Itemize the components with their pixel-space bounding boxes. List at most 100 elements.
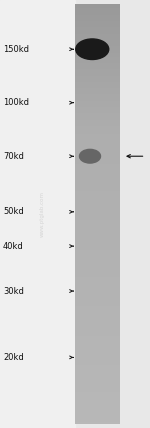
Bar [75,174,120,176]
Text: 100kd: 100kd [3,98,29,107]
Bar [75,172,120,174]
Bar [75,195,120,197]
Bar [75,168,120,170]
Bar [75,147,120,149]
Bar [75,63,120,65]
Bar [75,67,120,69]
Bar [75,283,120,285]
Bar [75,247,120,250]
Bar [75,34,120,36]
Bar [75,84,120,86]
Bar [75,149,120,151]
Bar [75,95,120,97]
Bar [75,300,120,302]
Bar [75,205,120,208]
Bar [75,260,120,262]
Bar [75,53,120,55]
Bar [75,178,120,181]
Bar [75,166,120,168]
Bar [75,422,120,424]
Bar [75,15,120,17]
Bar [75,212,120,214]
Bar [75,134,120,137]
Bar [75,113,120,116]
Bar [75,288,120,289]
Bar [75,373,120,375]
Bar [75,187,120,189]
Bar [75,99,120,101]
Bar [75,223,120,224]
Bar [75,183,120,184]
Bar [75,382,120,384]
Bar [75,126,120,128]
Bar [75,143,120,145]
Bar [75,277,120,279]
Bar [75,386,120,388]
Bar [75,302,120,304]
Bar [75,119,120,122]
Bar [75,285,120,288]
Bar [75,151,120,153]
Bar [75,51,120,53]
Text: www.ptglab.com: www.ptglab.com [39,191,45,237]
Bar [75,158,120,160]
Bar [75,392,120,394]
Bar [75,409,120,411]
Bar [75,298,120,300]
Bar [75,361,120,363]
Bar [75,76,120,78]
Bar [75,231,120,233]
Bar [75,312,120,315]
Bar [75,4,120,6]
Bar [75,346,120,348]
Text: 20kd: 20kd [3,353,24,362]
Bar [75,160,120,162]
Bar [75,27,120,30]
Bar [75,281,120,283]
Bar [75,291,120,294]
Bar [75,390,120,392]
Bar [75,371,120,373]
Bar [75,319,120,321]
Bar [75,103,120,105]
Bar [75,340,120,342]
Bar [75,124,120,126]
Bar [75,350,120,352]
Bar [75,189,120,191]
Bar [75,128,120,130]
Bar [75,21,120,23]
Bar [0,0,75,428]
Bar [75,266,120,268]
Bar [75,153,120,155]
Bar [75,216,120,218]
Bar [75,352,120,354]
Bar [75,197,120,199]
Bar [75,116,120,118]
Bar [75,309,120,310]
Bar [75,323,120,325]
Bar [75,396,120,398]
Bar [75,65,120,67]
Bar [75,289,120,291]
Bar [75,86,120,88]
Bar [75,88,120,90]
Bar [75,304,120,306]
Bar [75,9,120,11]
Bar [75,258,120,260]
Bar [75,224,120,226]
Bar [75,46,120,48]
Bar [75,57,120,59]
Bar [75,417,120,419]
Bar [75,235,120,237]
Bar [75,321,120,323]
Bar [75,109,120,111]
Bar [75,405,120,407]
Bar [75,401,120,403]
Text: 50kd: 50kd [3,207,24,217]
Bar [75,363,120,365]
Bar [75,204,120,205]
Bar [75,141,120,143]
Bar [75,270,120,273]
Bar [75,252,120,254]
Bar [75,17,120,19]
